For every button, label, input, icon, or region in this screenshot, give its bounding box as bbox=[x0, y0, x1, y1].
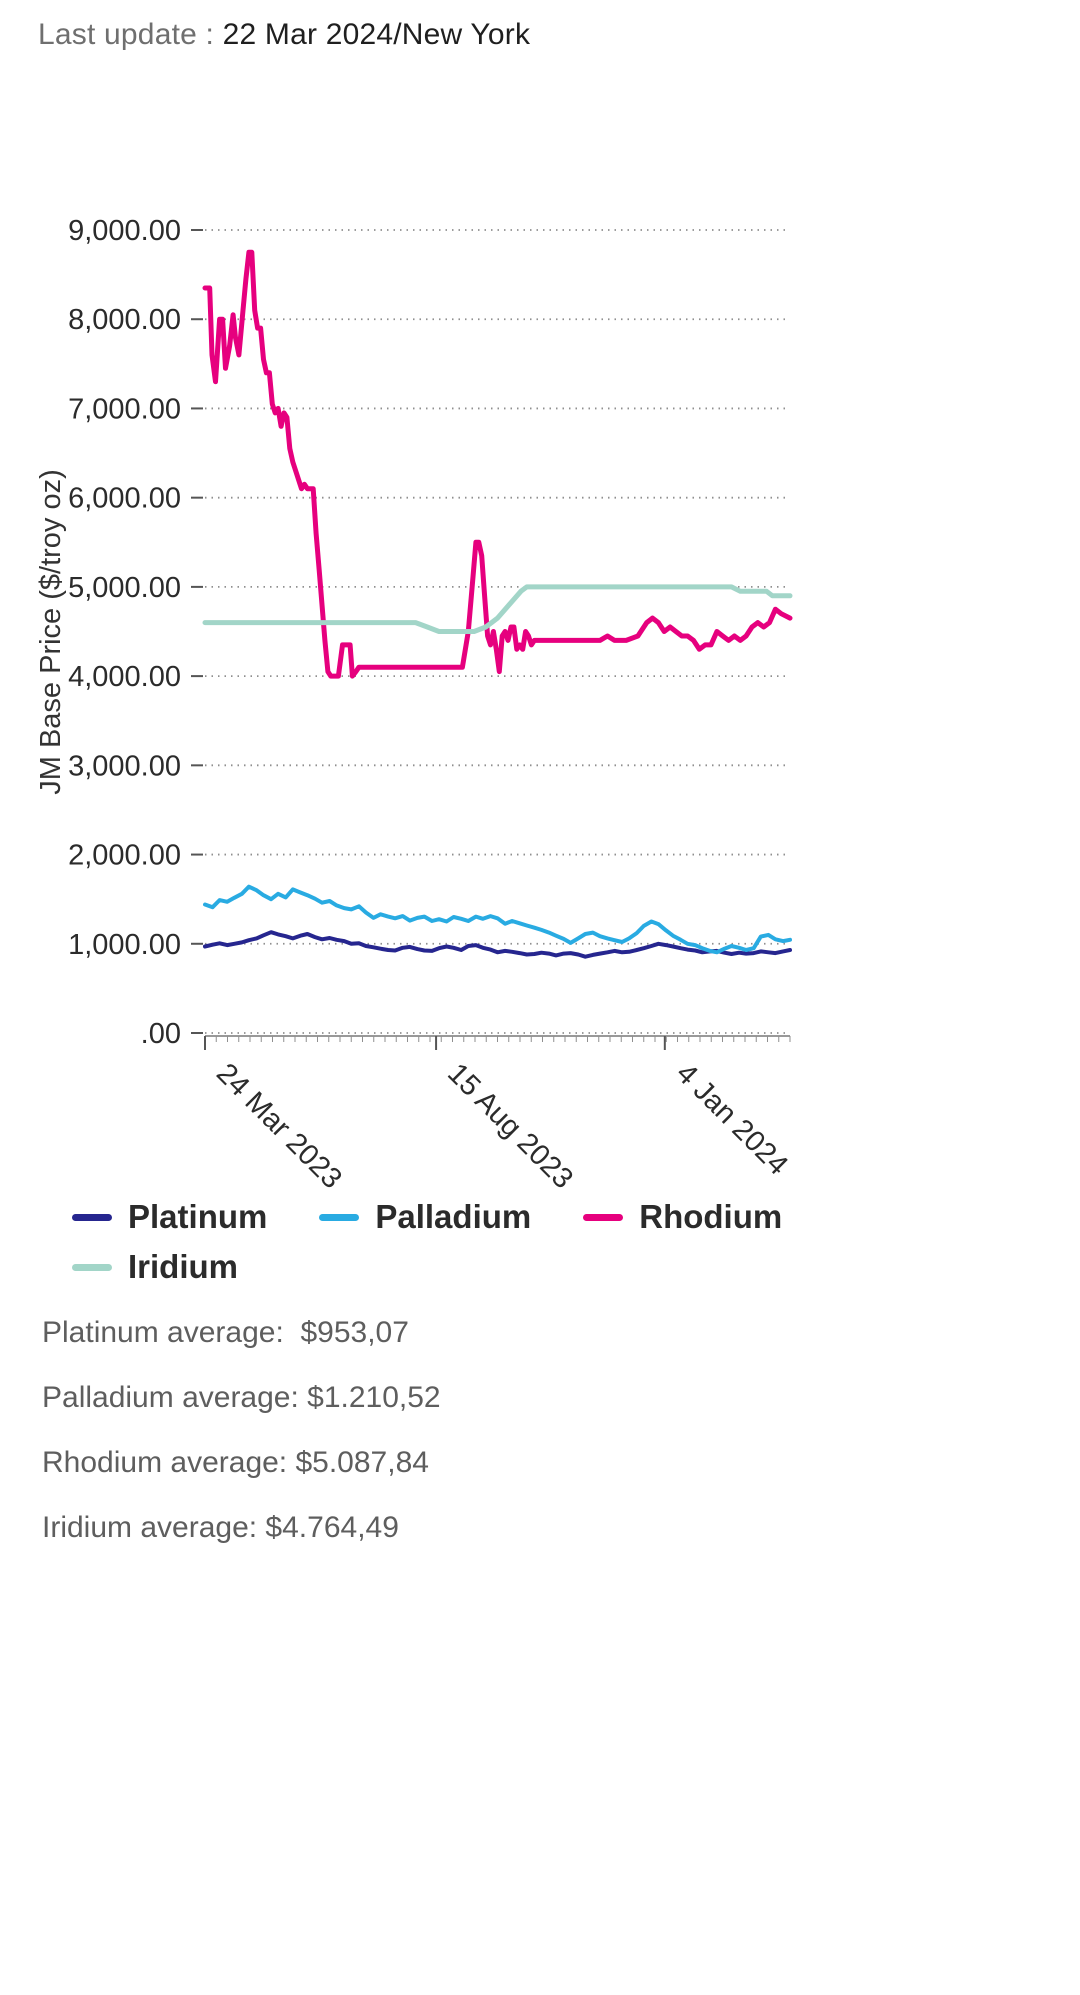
series-platinum-line bbox=[203, 930, 792, 959]
legend-label-palladium: Palladium bbox=[375, 1198, 532, 1235]
legend-item-platinum[interactable]: Platinum bbox=[72, 1198, 267, 1236]
rhodium-average: Rhodium average: $5.087,84 bbox=[42, 1446, 429, 1479]
y-axis-title: JM Base Price ($/troy oz) bbox=[35, 469, 67, 795]
y-tick-label: 7,000.00 bbox=[68, 393, 181, 425]
last-update-label: Last update : bbox=[38, 18, 215, 51]
legend-label-rhodium: Rhodium bbox=[639, 1198, 783, 1235]
legend-label-iridium: Iridium bbox=[128, 1248, 239, 1285]
iridium-average: Iridium average: $4.764,49 bbox=[42, 1511, 399, 1544]
rhodium-line-swatch-icon bbox=[583, 1213, 624, 1221]
price-chart: JM Base Price ($/troy oz) 9,000.00 8,000.… bbox=[35, 215, 794, 1192]
platinum-average: Platinum average: $953,07 bbox=[42, 1316, 409, 1349]
x-tick-label: 15 Aug 2023 bbox=[441, 1057, 579, 1192]
legend-item-rhodium[interactable]: Rhodium bbox=[583, 1198, 782, 1236]
y-tick-label: 2,000.00 bbox=[68, 840, 181, 872]
palladium-average: Palladium average: $1.210,52 bbox=[42, 1381, 441, 1414]
legend: Platinum Palladium Rhodium Iridium bbox=[72, 1198, 842, 1286]
platinum-line-swatch-icon bbox=[72, 1213, 112, 1221]
last-update-line: Last update : 22 Mar 2024/New York bbox=[0, 0, 1080, 52]
y-tick-label: .00 bbox=[141, 1018, 181, 1050]
series-rhodium-line bbox=[202, 249, 793, 679]
x-tick-label: 4 Jan 2024 bbox=[670, 1057, 794, 1181]
legend-label-platinum: Platinum bbox=[128, 1198, 268, 1235]
y-tick-label: 6,000.00 bbox=[68, 483, 181, 515]
iridium-line-swatch-icon bbox=[72, 1263, 112, 1271]
x-tick-label: 24 Mar 2023 bbox=[210, 1057, 348, 1192]
y-tick-label: 3,000.00 bbox=[68, 750, 181, 782]
averages-list: Platinum average: $953,07 Palladium aver… bbox=[42, 1316, 1080, 1545]
y-tick-label: 8,000.00 bbox=[68, 304, 181, 336]
y-tick-label: 4,000.00 bbox=[68, 661, 181, 693]
last-update-value: 22 Mar 2024/New York bbox=[222, 18, 531, 51]
y-tick-label: 9,000.00 bbox=[68, 215, 181, 247]
palladium-line-swatch-icon bbox=[319, 1213, 360, 1221]
series-palladium-line bbox=[203, 884, 792, 955]
legend-item-palladium[interactable]: Palladium bbox=[319, 1198, 531, 1236]
series-iridium-line bbox=[202, 584, 793, 634]
y-tick-label: 5,000.00 bbox=[68, 572, 181, 604]
legend-item-iridium[interactable]: Iridium bbox=[72, 1248, 238, 1286]
y-tick-label: 1,000.00 bbox=[68, 929, 181, 961]
